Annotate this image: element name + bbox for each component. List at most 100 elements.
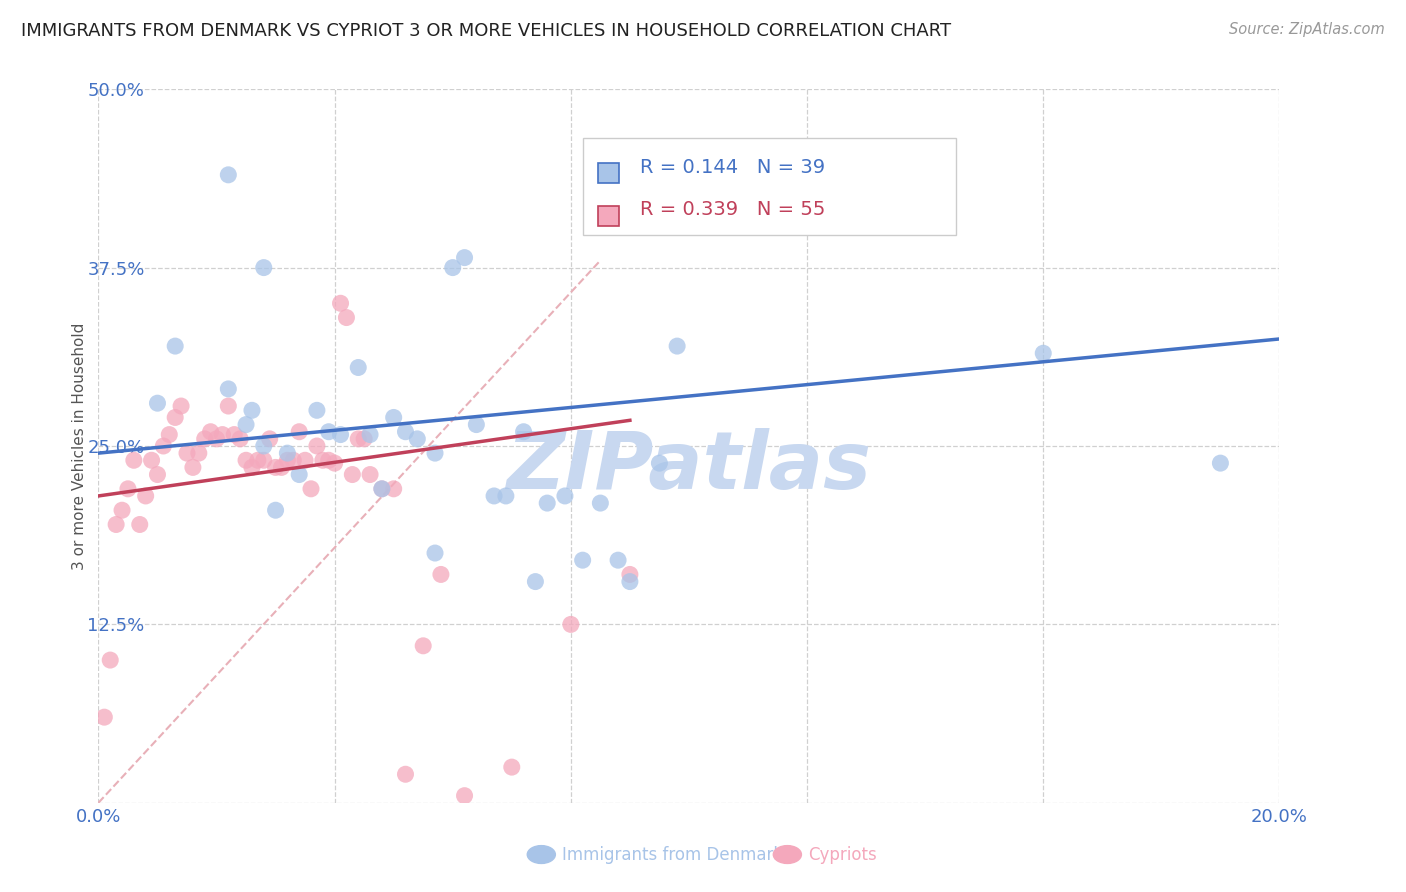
Point <box>619 567 641 582</box>
Point <box>619 574 641 589</box>
Text: ZIPatlas: ZIPatlas <box>506 428 872 507</box>
Point <box>342 467 364 482</box>
Point <box>170 399 193 413</box>
Point <box>235 453 257 467</box>
Point <box>347 432 370 446</box>
Point <box>359 427 381 442</box>
Point <box>524 574 547 589</box>
Point <box>423 446 446 460</box>
Point <box>323 456 346 470</box>
Point <box>283 453 305 467</box>
Point <box>235 417 257 432</box>
Point <box>270 460 292 475</box>
Point <box>394 425 416 439</box>
Point <box>512 425 534 439</box>
Point <box>294 453 316 467</box>
Point <box>453 251 475 265</box>
Point <box>288 467 311 482</box>
Point <box>501 760 523 774</box>
Point <box>607 553 630 567</box>
Point <box>117 482 139 496</box>
Point <box>165 339 187 353</box>
Point <box>122 453 145 467</box>
Point <box>412 639 434 653</box>
Point <box>200 425 222 439</box>
Point <box>423 546 446 560</box>
Point <box>264 503 287 517</box>
Point <box>181 460 204 475</box>
Point <box>465 417 488 432</box>
Point <box>335 310 357 325</box>
Point <box>157 427 180 442</box>
Text: R = 0.339   N = 55: R = 0.339 N = 55 <box>640 200 825 219</box>
Point <box>371 482 394 496</box>
Text: Immigrants from Denmark: Immigrants from Denmark <box>562 846 783 863</box>
Point <box>441 260 464 275</box>
Text: IMMIGRANTS FROM DENMARK VS CYPRIOT 3 OR MORE VEHICLES IN HOUSEHOLD CORRELATION C: IMMIGRANTS FROM DENMARK VS CYPRIOT 3 OR … <box>21 22 952 40</box>
Point <box>98 653 121 667</box>
Point <box>128 517 150 532</box>
Point <box>240 460 263 475</box>
Point <box>536 496 558 510</box>
Point <box>482 489 505 503</box>
Point <box>371 482 394 496</box>
Point <box>560 617 582 632</box>
Point <box>246 453 269 467</box>
Point <box>194 432 217 446</box>
Point <box>554 489 576 503</box>
Point <box>253 453 276 467</box>
Point <box>211 427 233 442</box>
Y-axis label: 3 or more Vehicles in Household: 3 or more Vehicles in Household <box>72 322 87 570</box>
Point <box>394 767 416 781</box>
Point <box>264 460 287 475</box>
Point <box>146 467 169 482</box>
Point <box>430 567 453 582</box>
Point <box>299 482 322 496</box>
Point <box>329 427 352 442</box>
Point <box>382 482 405 496</box>
Point <box>288 425 311 439</box>
Point <box>359 467 381 482</box>
Point <box>571 553 593 567</box>
Point <box>229 432 252 446</box>
Point <box>93 710 115 724</box>
Point <box>165 410 187 425</box>
Point <box>176 446 198 460</box>
Point <box>382 410 405 425</box>
Point <box>105 517 128 532</box>
Point <box>312 453 335 467</box>
Point <box>253 260 276 275</box>
Point <box>217 399 239 413</box>
Point <box>152 439 174 453</box>
Point <box>259 432 281 446</box>
Point <box>406 432 429 446</box>
Point <box>666 339 689 353</box>
Point <box>111 503 134 517</box>
Point <box>353 432 375 446</box>
Point <box>276 453 298 467</box>
Point <box>305 403 328 417</box>
Point <box>1209 456 1232 470</box>
Point <box>253 439 276 453</box>
Point <box>187 446 209 460</box>
Point <box>240 403 263 417</box>
Point <box>347 360 370 375</box>
Point <box>453 789 475 803</box>
Point <box>495 489 517 503</box>
Point <box>318 453 340 467</box>
Point <box>305 439 328 453</box>
Point <box>217 382 239 396</box>
Point <box>141 453 163 467</box>
Point <box>205 432 228 446</box>
Point <box>135 489 157 503</box>
Point <box>217 168 239 182</box>
Text: Source: ZipAtlas.com: Source: ZipAtlas.com <box>1229 22 1385 37</box>
Point <box>146 396 169 410</box>
Text: Cypriots: Cypriots <box>808 846 877 863</box>
Point <box>224 427 246 442</box>
Point <box>318 425 340 439</box>
Point <box>276 446 298 460</box>
Point <box>329 296 352 310</box>
Point <box>648 456 671 470</box>
Point <box>589 496 612 510</box>
